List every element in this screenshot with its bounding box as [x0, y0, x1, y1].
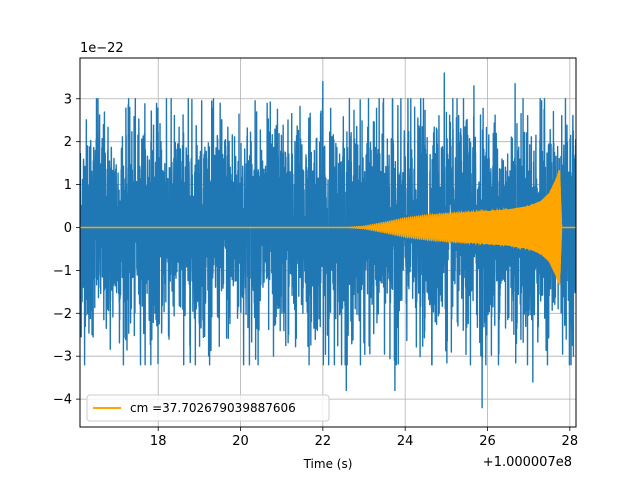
chirp-line	[80, 170, 576, 286]
y-tick-label: −3	[53, 350, 72, 365]
y-tick-label: 1	[64, 178, 72, 193]
x-tick-label: 22	[315, 434, 332, 449]
legend-label-chirp: cm =37.702679039887606	[130, 401, 296, 415]
y-scale-label: 1e−22	[80, 41, 124, 56]
x-tick-label: 18	[150, 434, 167, 449]
noise-line	[80, 72, 576, 409]
y-tick-label: −2	[53, 307, 72, 322]
x-tick-label: 20	[232, 434, 249, 449]
axis-ticks: 18 20 22 24 26 28 −4 −3 −2 −1 0 1 2 3	[53, 92, 578, 449]
y-tick-label: −4	[53, 393, 72, 408]
legend-box	[86, 394, 330, 422]
x-axis-label: Time (s)	[303, 457, 353, 471]
legend: cm =37.702679039887606	[86, 394, 330, 422]
plot-frame	[79, 57, 577, 428]
plot-area	[80, 72, 576, 409]
y-tick-label: 3	[64, 92, 72, 107]
x-tick-label: 28	[562, 434, 579, 449]
x-tick-label: 26	[479, 434, 496, 449]
y-tick-label: 2	[64, 135, 72, 150]
x-tick-label: 24	[397, 434, 414, 449]
noise-series	[80, 72, 576, 409]
y-tick-label: 0	[64, 221, 72, 236]
x-offset-label: +1.000007e8	[483, 455, 572, 470]
chirp-series	[80, 170, 576, 286]
y-tick-label: −1	[53, 264, 72, 279]
